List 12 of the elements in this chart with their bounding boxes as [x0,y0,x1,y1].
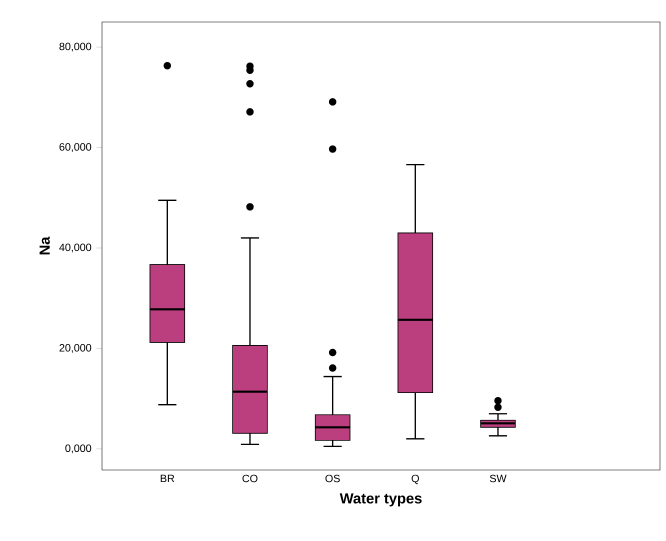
x-tick-label: SW [490,474,507,482]
x-tick-label: OS [325,474,340,482]
x-tick-label: Q [412,474,419,484]
y-tick-label: 40,000 [59,244,92,252]
y-tick-label: 60,000 [60,143,92,152]
y-tick-label: 20,000 [60,344,92,353]
x-axis-title: Water types [340,493,422,506]
x-tick-label: CO [242,474,258,482]
y-axis-title: Na [40,236,50,254]
y-tick-label: 0,000 [65,444,92,454]
x-tick-label: BR [160,474,174,482]
y-tick-label: 80,000 [59,42,92,52]
